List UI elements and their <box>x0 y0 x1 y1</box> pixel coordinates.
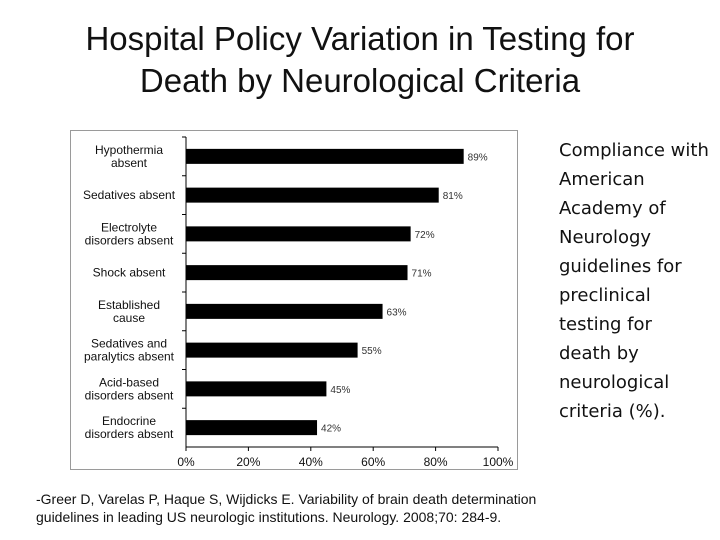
data-label: 42% <box>321 424 341 435</box>
citation-line-1: -Greer D, Varelas P, Haque S, Wijdicks E… <box>36 491 537 507</box>
slide-title-line-1: Hospital Policy Variation in Testing for <box>85 20 635 57</box>
category-label: cause <box>113 311 145 325</box>
bar <box>186 187 439 203</box>
data-label: 81% <box>443 191 463 202</box>
x-tick-label: 100% <box>483 455 514 469</box>
bar <box>186 342 358 358</box>
data-label: 71% <box>412 269 432 280</box>
bar <box>186 420 318 436</box>
category-label: disorders absent <box>85 233 174 247</box>
category-label: paralytics absent <box>84 350 175 364</box>
category-label: Electrolyte <box>101 220 157 234</box>
data-label: 45% <box>330 385 350 396</box>
category-label: Established <box>98 298 160 312</box>
slide-title: Hospital Policy Variation in Testing for… <box>0 18 720 102</box>
data-label: 89% <box>468 152 488 163</box>
category-label: Endocrine <box>102 414 156 428</box>
category-label: Sedatives and <box>91 337 167 351</box>
chart-frame: 0% 20% 40% 60% 80% 100% 89% Hypothermia absent 81… <box>70 130 518 470</box>
category-label: Shock absent <box>93 266 166 280</box>
category-label: disorders absent <box>85 427 174 441</box>
category-label: disorders absent <box>85 388 174 402</box>
citation: -Greer D, Varelas P, Haque S, Wijdicks E… <box>36 490 696 526</box>
data-label: 72% <box>415 230 435 241</box>
bar <box>186 226 411 242</box>
category-label: Acid-based <box>99 375 159 389</box>
data-label: 55% <box>362 346 382 357</box>
category-label: absent <box>111 156 148 170</box>
citation-line-2: guidelines in leading US neurologic inst… <box>36 509 502 525</box>
data-label: 63% <box>387 307 407 318</box>
bar <box>186 265 408 281</box>
x-tick-label: 40% <box>299 455 323 469</box>
bar <box>186 148 464 164</box>
slide-title-line-2: Death by Neurological Criteria <box>139 62 581 99</box>
x-tick-label: 80% <box>424 455 448 469</box>
bar <box>186 381 327 397</box>
category-label: Sedatives absent <box>83 188 176 202</box>
category-label: Hypothermia <box>95 143 163 157</box>
x-tick-label: 0% <box>177 455 195 469</box>
chart-description: Compliance with American Academy of Neur… <box>559 140 709 422</box>
bar <box>186 303 383 319</box>
x-tick-label: 60% <box>361 455 385 469</box>
x-tick-label: 20% <box>236 455 260 469</box>
